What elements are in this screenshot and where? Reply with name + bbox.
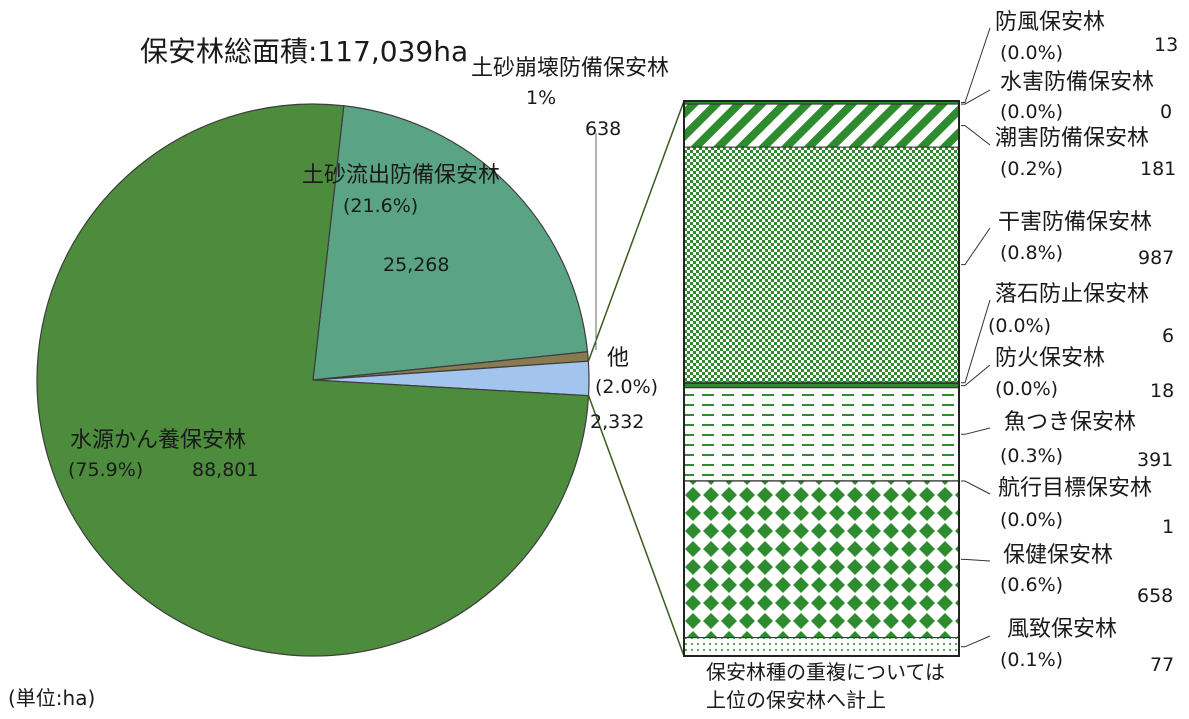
leader-line-uotsuki [961,427,991,435]
bar-segment-hoken [683,480,960,639]
item-label-kangai: 干害防備保安林 [998,210,1153,235]
breakdown-bar [683,100,960,657]
item-value-hoken: 658 [1137,585,1174,607]
bar-segment-boka [683,383,960,389]
unit-note: (単位:ha) [8,686,96,710]
item-pct-fuchi: (0.1%) [1000,649,1064,671]
item-pct-bofu: (0.0%) [1000,42,1064,64]
item-pct-koko: (0.0%) [1000,509,1064,531]
connector-bottom [587,395,685,657]
footnote-line-2: 上位の保安林へ計上 [706,688,886,712]
leader-line-suigai [961,89,991,105]
item-pct-rakuseki: (0.0%) [988,315,1052,337]
bar-segment-chogai [683,103,960,148]
slice-label-doshaoutflow: 土砂流出防備保安林 [302,163,501,188]
item-label-hoken: 保健保安林 [1003,543,1114,568]
pie [36,103,590,657]
item-value-uotsuki: 391 [1137,449,1174,471]
item-label-chogai: 潮害防備保安林 [995,126,1150,151]
bar-segment-uotsuki [683,387,960,482]
bar-segment-kangai [683,146,960,383]
item-label-rakuseki: 落石防止保安林 [995,282,1150,307]
item-value-kangai: 987 [1138,247,1175,269]
item-label-boka: 防火保安林 [995,346,1106,371]
item-value-suigai: 0 [1160,101,1173,123]
slice-value-other: 2,332 [590,411,645,433]
item-label-bofu: 防風保安林 [995,10,1106,35]
item-pct-suigai: (0.0%) [1000,101,1064,123]
item-value-bofu: 13 [1154,34,1179,56]
leader-line-boka [961,364,991,387]
leader-line-koko [961,480,991,495]
slice-value-doshaoutflow: 25,268 [383,254,450,276]
slice-label-other: 他 [607,346,630,371]
connector-top [587,100,685,362]
leader-lines [595,27,991,648]
pie-slice-suigen [36,103,590,657]
item-label-suigai: 水害防備保安林 [1000,70,1155,95]
item-pct-boka: (0.0%) [995,378,1059,400]
slice-pct-suigen: (75.9%) [68,459,144,481]
leader-line-hoken [961,558,991,562]
item-pct-uotsuki: (0.3%) [1000,445,1064,467]
item-pct-hoken: (0.6%) [1000,574,1064,596]
leader-line-kangai [961,227,991,266]
leader-line-fuchi [961,635,991,648]
chart-title: 保安林総面積:117,039ha [140,35,469,68]
leader-line-chogai [961,125,991,146]
item-label-uotsuki: 魚つき保安林 [1004,410,1137,435]
footnote-line-1: 保安林種の重複については [706,660,945,684]
bar-segment-fuchi [683,637,960,657]
item-pct-chogai: (0.2%) [1000,158,1064,180]
slice-value-doshahokai: 638 [585,118,622,140]
slice-pct-other: (2.0%) [595,376,659,398]
item-value-rakuseki: 6 [1162,325,1175,347]
slice-value-suigen: 88,801 [192,459,259,481]
slice-pct-doshaoutflow: (21.6%) [343,195,419,217]
slice-label-suigen: 水源かん養保安林 [70,428,247,453]
item-label-koko: 航行目標保安林 [998,476,1153,501]
item-pct-kangai: (0.8%) [1000,242,1064,264]
item-value-koko: 1 [1162,516,1175,538]
item-label-fuchi: 風致保安林 [1007,617,1118,642]
item-value-fuchi: 77 [1150,654,1175,676]
item-value-boka: 18 [1150,380,1175,402]
slice-label-doshahokai: 土砂崩壊防備保安林 [471,56,670,81]
connector-lines [587,100,685,657]
bar-outline [683,100,960,657]
leader-line-rakuseki [961,299,991,384]
leader-line-bofu [961,27,991,103]
slice-pct-doshahokai: 1% [526,87,557,109]
item-value-chogai: 181 [1140,158,1177,180]
pie-slice-doshaoutflow [312,105,589,381]
